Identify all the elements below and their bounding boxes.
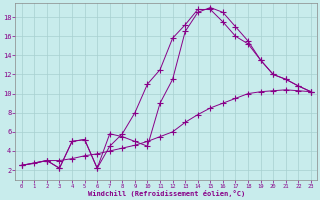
X-axis label: Windchill (Refroidissement éolien,°C): Windchill (Refroidissement éolien,°C) [88,190,245,197]
